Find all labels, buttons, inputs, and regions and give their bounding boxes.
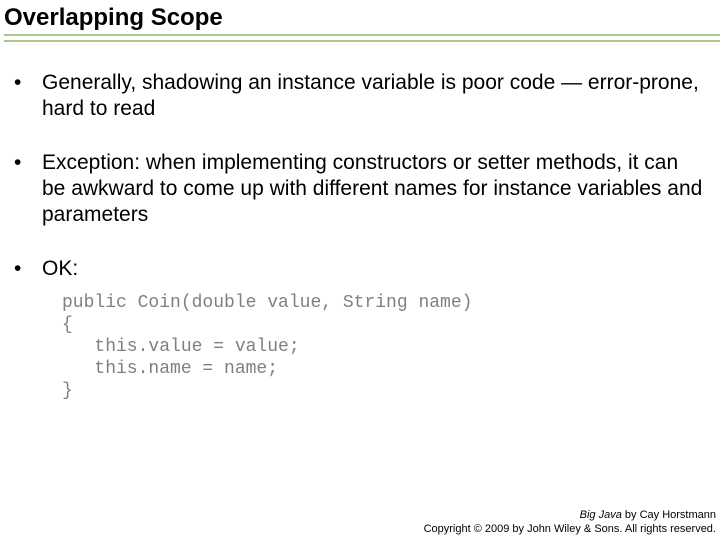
bullet-text: OK: xyxy=(42,256,706,282)
footer-line-2: Copyright © 2009 by John Wiley & Sons. A… xyxy=(424,522,716,536)
author-text: by Cay Horstmann xyxy=(622,509,716,521)
bullet-marker-icon: • xyxy=(14,150,42,176)
title-rule-top xyxy=(4,34,720,36)
title-block: Overlapping Scope xyxy=(0,0,720,42)
bullet-item: • OK: xyxy=(14,256,706,282)
bullet-marker-icon: • xyxy=(14,70,42,96)
bullet-text: Exception: when implementing constructor… xyxy=(42,150,706,228)
content-area: • Generally, shadowing an instance varia… xyxy=(0,42,720,402)
bullet-item: • Exception: when implementing construct… xyxy=(14,150,706,228)
bullet-text: Generally, shadowing an instance variabl… xyxy=(42,70,706,122)
bullet-marker-icon: • xyxy=(14,256,42,282)
book-title: Big Java xyxy=(580,509,622,521)
slide-title: Overlapping Scope xyxy=(4,4,720,32)
bullet-item: • Generally, shadowing an instance varia… xyxy=(14,70,706,122)
footer-line-1: Big Java by Cay Horstmann xyxy=(424,508,716,522)
code-block: public Coin(double value, String name) {… xyxy=(62,292,706,402)
footer: Big Java by Cay Horstmann Copyright © 20… xyxy=(424,508,716,536)
